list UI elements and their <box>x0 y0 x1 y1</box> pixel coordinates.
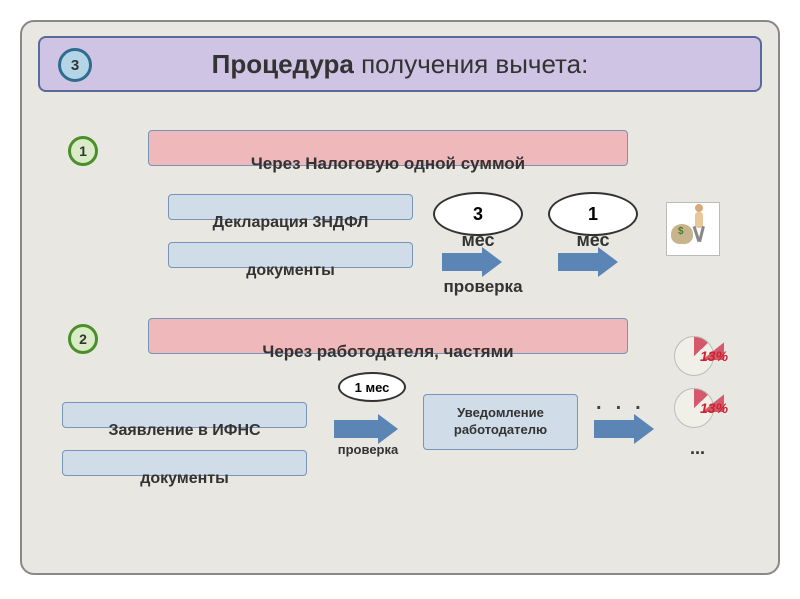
content-area: 1 Через Налоговую одной суммой Деклараци… <box>38 92 762 559</box>
section2-dots: ... <box>596 392 641 415</box>
pie-icon-1: 13% <box>674 336 724 376</box>
badge-3-num: 3 <box>71 57 79 74</box>
section1-pink-label: Через Налоговую одной суммой <box>148 154 628 174</box>
header-title-bold: Процедура <box>212 49 354 79</box>
section2-notice-label: Уведомление работодателю <box>424 405 577 439</box>
pie-icon-2: 13% <box>674 388 724 428</box>
section2-ellipsis: ... <box>690 438 705 459</box>
badge-2: 2 <box>68 324 98 354</box>
pie-label-2: 13% <box>700 400 728 416</box>
section1-arrow-2 <box>558 247 618 277</box>
section1-blue2-label: документы <box>168 262 413 280</box>
section1-proverka: проверка <box>433 277 533 297</box>
section2-arrow-2 <box>594 414 654 444</box>
header-bar: 3 Процедура получения вычета: <box>38 36 762 92</box>
section2-pink-label: Через работодателя, частями <box>148 342 628 362</box>
section2-oval-1mes: 1 мес <box>338 372 406 402</box>
money-bag-icon: $ <box>666 202 720 256</box>
section2-proverka: проверка <box>328 442 408 457</box>
oval1-top: 3 <box>473 205 483 223</box>
badge-2-num: 2 <box>79 331 87 347</box>
diagram-frame: 3 Процедура получения вычета: 1 Через На… <box>20 20 780 575</box>
section2-blue1-label: Заявление в ИФНС <box>62 422 307 440</box>
oval2-top: 1 <box>588 205 598 223</box>
badge-3: 3 <box>58 48 92 82</box>
section2-arrow-1 <box>334 414 398 444</box>
section2-oval-label: 1 мес <box>355 380 390 395</box>
pie-label-1: 13% <box>700 348 728 364</box>
header-title-rest: получения вычета: <box>354 49 589 79</box>
section2-notice-box: Уведомление работодателю <box>423 394 578 450</box>
badge-1: 1 <box>68 136 98 166</box>
section1-arrow-1 <box>442 247 502 277</box>
section1-blue1-label: Декларация 3НДФЛ <box>168 214 413 232</box>
badge-1-num: 1 <box>79 143 87 159</box>
section2-blue2-label: документы <box>62 470 307 488</box>
header-title: Процедура получения вычета: <box>212 49 589 80</box>
